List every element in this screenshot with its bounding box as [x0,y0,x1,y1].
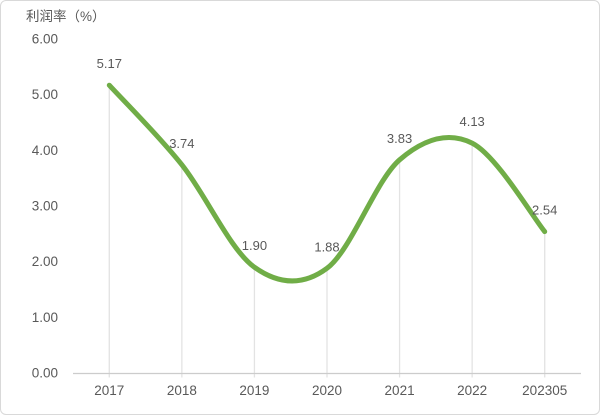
chart-title: 利润率（%） [26,8,106,24]
data-point-label: 1.90 [242,238,267,253]
x-axis-category-label: 2018 [167,383,197,398]
data-point-label: 5.17 [97,56,122,71]
trend-line [106,82,548,284]
y-axis-tick-label: 0.00 [32,366,58,381]
data-point-label: 3.83 [387,131,412,146]
y-axis-tick-label: 5.00 [32,87,58,102]
y-axis-tick-label: 1.00 [32,310,58,325]
x-axis-category-label: 2017 [94,383,124,398]
x-axis-category-label: 202305 [522,383,567,398]
drop-lines-group [108,85,546,378]
x-axis-category-label: 2020 [312,383,342,398]
y-axis-tick-label: 6.00 [32,32,58,47]
data-point-labels: 5.17 3.74 1.90 1.88 3.83 4.13 2.54 [97,56,558,254]
data-point-label: 4.13 [459,114,484,129]
x-axis-category-label: 2019 [239,383,269,398]
x-axis-category-labels: 2017 2018 2019 2020 2021 2022 202305 [94,383,567,398]
y-axis-tick-label: 4.00 [32,143,58,158]
data-point-label: 3.74 [169,136,194,151]
y-axis-tick-label: 2.00 [32,254,58,269]
y-axis-tick-labels: 6.00 5.00 4.00 3.00 2.00 1.00 0.00 [32,32,58,381]
y-axis-tick-label: 3.00 [32,199,58,214]
x-axis-category-label: 2021 [385,383,415,398]
data-point-label: 2.54 [532,203,557,218]
x-axis-category-label: 2022 [457,383,487,398]
data-point-label: 1.88 [314,239,339,254]
